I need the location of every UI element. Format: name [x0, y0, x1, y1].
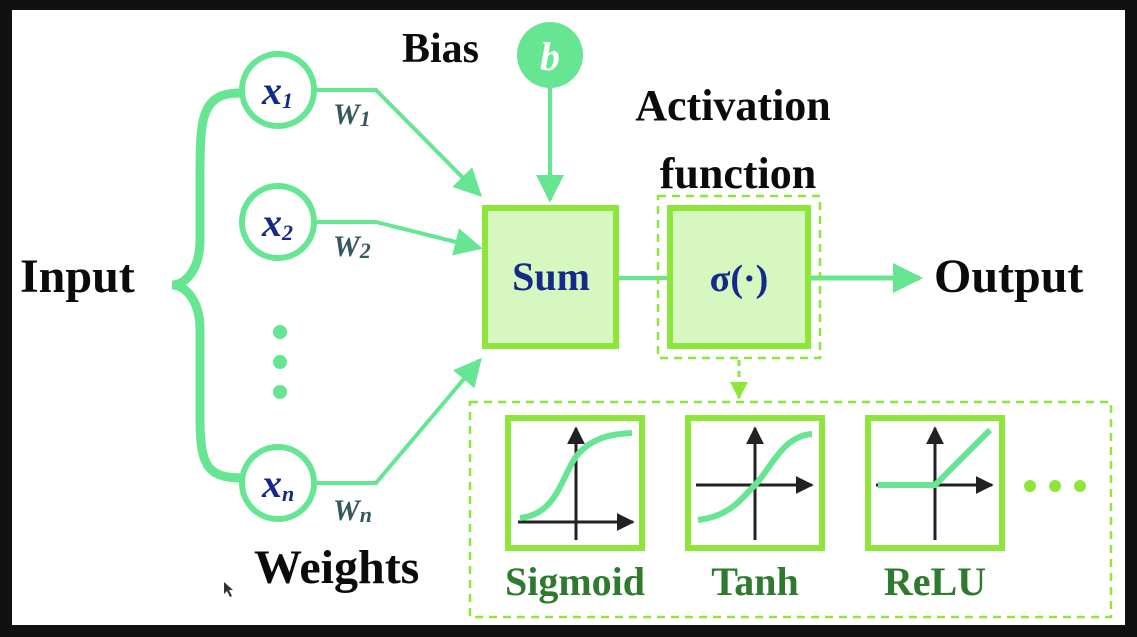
bias-node: b: [517, 22, 583, 88]
activation-examples-panel: [468, 400, 1113, 619]
tanh-label: Tanh: [711, 559, 799, 604]
activation-dashed-frame: [656, 194, 822, 360]
input-brace: [171, 88, 250, 483]
sum-box: Sum: [482, 205, 619, 349]
sum-label: Sum: [512, 254, 590, 299]
sigmoid-example: Sigmoid: [505, 415, 645, 604]
weight-label-1: W1: [333, 98, 371, 131]
activation-label-line2: function: [660, 149, 816, 198]
relu-curve-icon: [876, 426, 994, 540]
ellipsis-dots: [273, 325, 287, 399]
relu-label: ReLU: [884, 559, 986, 604]
bias-node-label: b: [540, 34, 560, 79]
input-node-circle: [239, 444, 317, 522]
input-node-label: x2: [261, 200, 293, 245]
mouse-cursor-icon: [224, 582, 233, 597]
more-activations-dots: [1024, 480, 1086, 492]
input-label: Input: [20, 250, 135, 303]
activation-box-rect: [667, 205, 811, 349]
input-node-label: xn: [261, 461, 294, 506]
input-node-label: x1: [261, 68, 293, 113]
sigma-label: σ(·): [710, 258, 769, 300]
tanh-example: Tanh: [685, 415, 825, 604]
weight-label-n: Wn: [333, 494, 372, 527]
input-node-circle: [239, 183, 317, 261]
weight-line-1: [316, 88, 482, 197]
sum-box-rect: [482, 205, 619, 349]
weights-label: Weights: [254, 541, 419, 594]
weight-label-2: W2: [333, 230, 371, 263]
bias-label: Bias: [402, 26, 479, 72]
weight-line-2: [316, 220, 483, 256]
input-node-2: x2: [239, 183, 317, 261]
input-node-n: xn: [239, 444, 317, 522]
relu-example: ReLU: [865, 415, 1005, 604]
tanh-curve-icon: [696, 426, 814, 540]
weight-line-n: [316, 357, 482, 485]
input-node-circle: [239, 51, 317, 129]
activation-box: σ(·): [667, 205, 811, 349]
sigmoid-curve-icon: [518, 426, 635, 540]
input-node-1: x1: [239, 51, 317, 129]
sigmoid-label: Sigmoid: [505, 559, 645, 604]
bias-node-circle: [517, 22, 583, 88]
output-label: Output: [934, 250, 1083, 303]
activation-label-line1: Activation: [635, 81, 831, 130]
